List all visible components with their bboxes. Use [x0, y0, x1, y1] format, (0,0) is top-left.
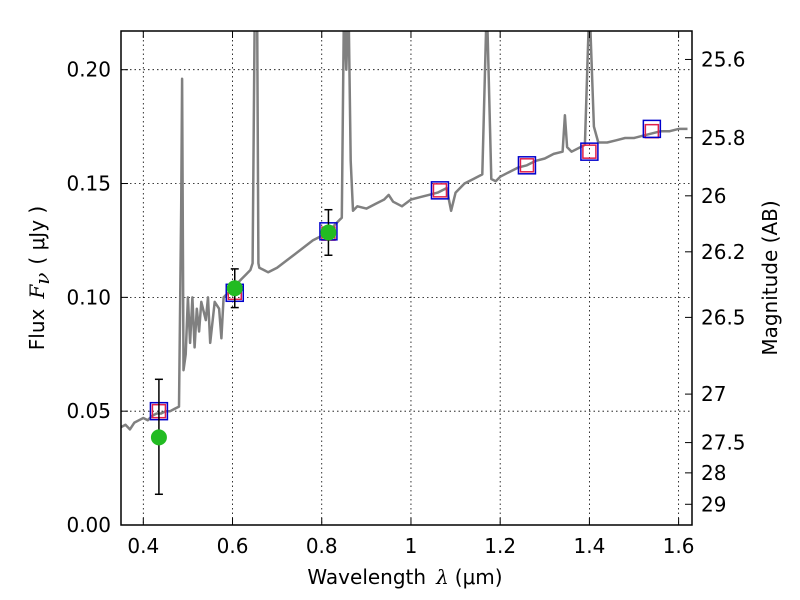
observed-point	[150, 429, 167, 446]
x-tick-label: 0.6	[217, 534, 249, 558]
spectrum-line	[121, 31, 688, 431]
plot-frame	[120, 30, 693, 526]
y2-tick-label: 25.6	[701, 47, 746, 71]
y2-tick-label: 29	[701, 492, 726, 516]
y2-tick-label: 27	[701, 382, 726, 406]
photometry-square-blue	[642, 119, 662, 139]
y-tick-label: 0.15	[66, 172, 111, 196]
x-tick-label: 1.4	[573, 534, 605, 558]
photometry-square-red	[432, 183, 448, 198]
y-tick-label: 0.20	[66, 58, 111, 82]
y-tick-label: 0.05	[66, 399, 111, 423]
observed-point	[226, 280, 243, 297]
y2-tick-label: 26.2	[701, 240, 746, 264]
marker-layer	[149, 119, 662, 496]
y-tick-label: 0.10	[66, 285, 111, 309]
photometry-square-blue	[517, 156, 537, 175]
y2-axis-label: Magnitude (AB)	[758, 200, 782, 355]
x-tick-label: 1.2	[484, 534, 516, 558]
x-axis-label: Wavelength λ (μm)	[307, 565, 502, 589]
photometry-square-red	[582, 144, 597, 159]
ticks: 0.4 0.6 0.8 1 1.2 1.4 1.6 0.00 0.05 0.10 0.15 0.20 2…	[66, 31, 746, 558]
series-layer	[121, 31, 688, 431]
y-axis-label: FluxFν( μJy )	[25, 206, 54, 350]
photometry-square-blue	[580, 142, 599, 161]
y2-tick-label: 28	[701, 461, 726, 485]
x-tick-label: 1.6	[663, 534, 695, 558]
photometry-square-blue	[430, 181, 450, 200]
y-tick-label: 0.00	[66, 513, 111, 537]
observed-point	[320, 224, 337, 241]
y2-tick-label: 26	[701, 184, 726, 208]
y2-tick-label: 26.5	[701, 305, 746, 329]
y2-tick-label: 27.5	[701, 431, 746, 455]
x-tick-label: 0.4	[127, 534, 159, 558]
photometry-square-red	[519, 158, 535, 173]
y2-tick-label: 25.8	[701, 126, 746, 150]
x-tick-label: 0.8	[306, 534, 338, 558]
x-tick-label: 1	[405, 534, 418, 558]
